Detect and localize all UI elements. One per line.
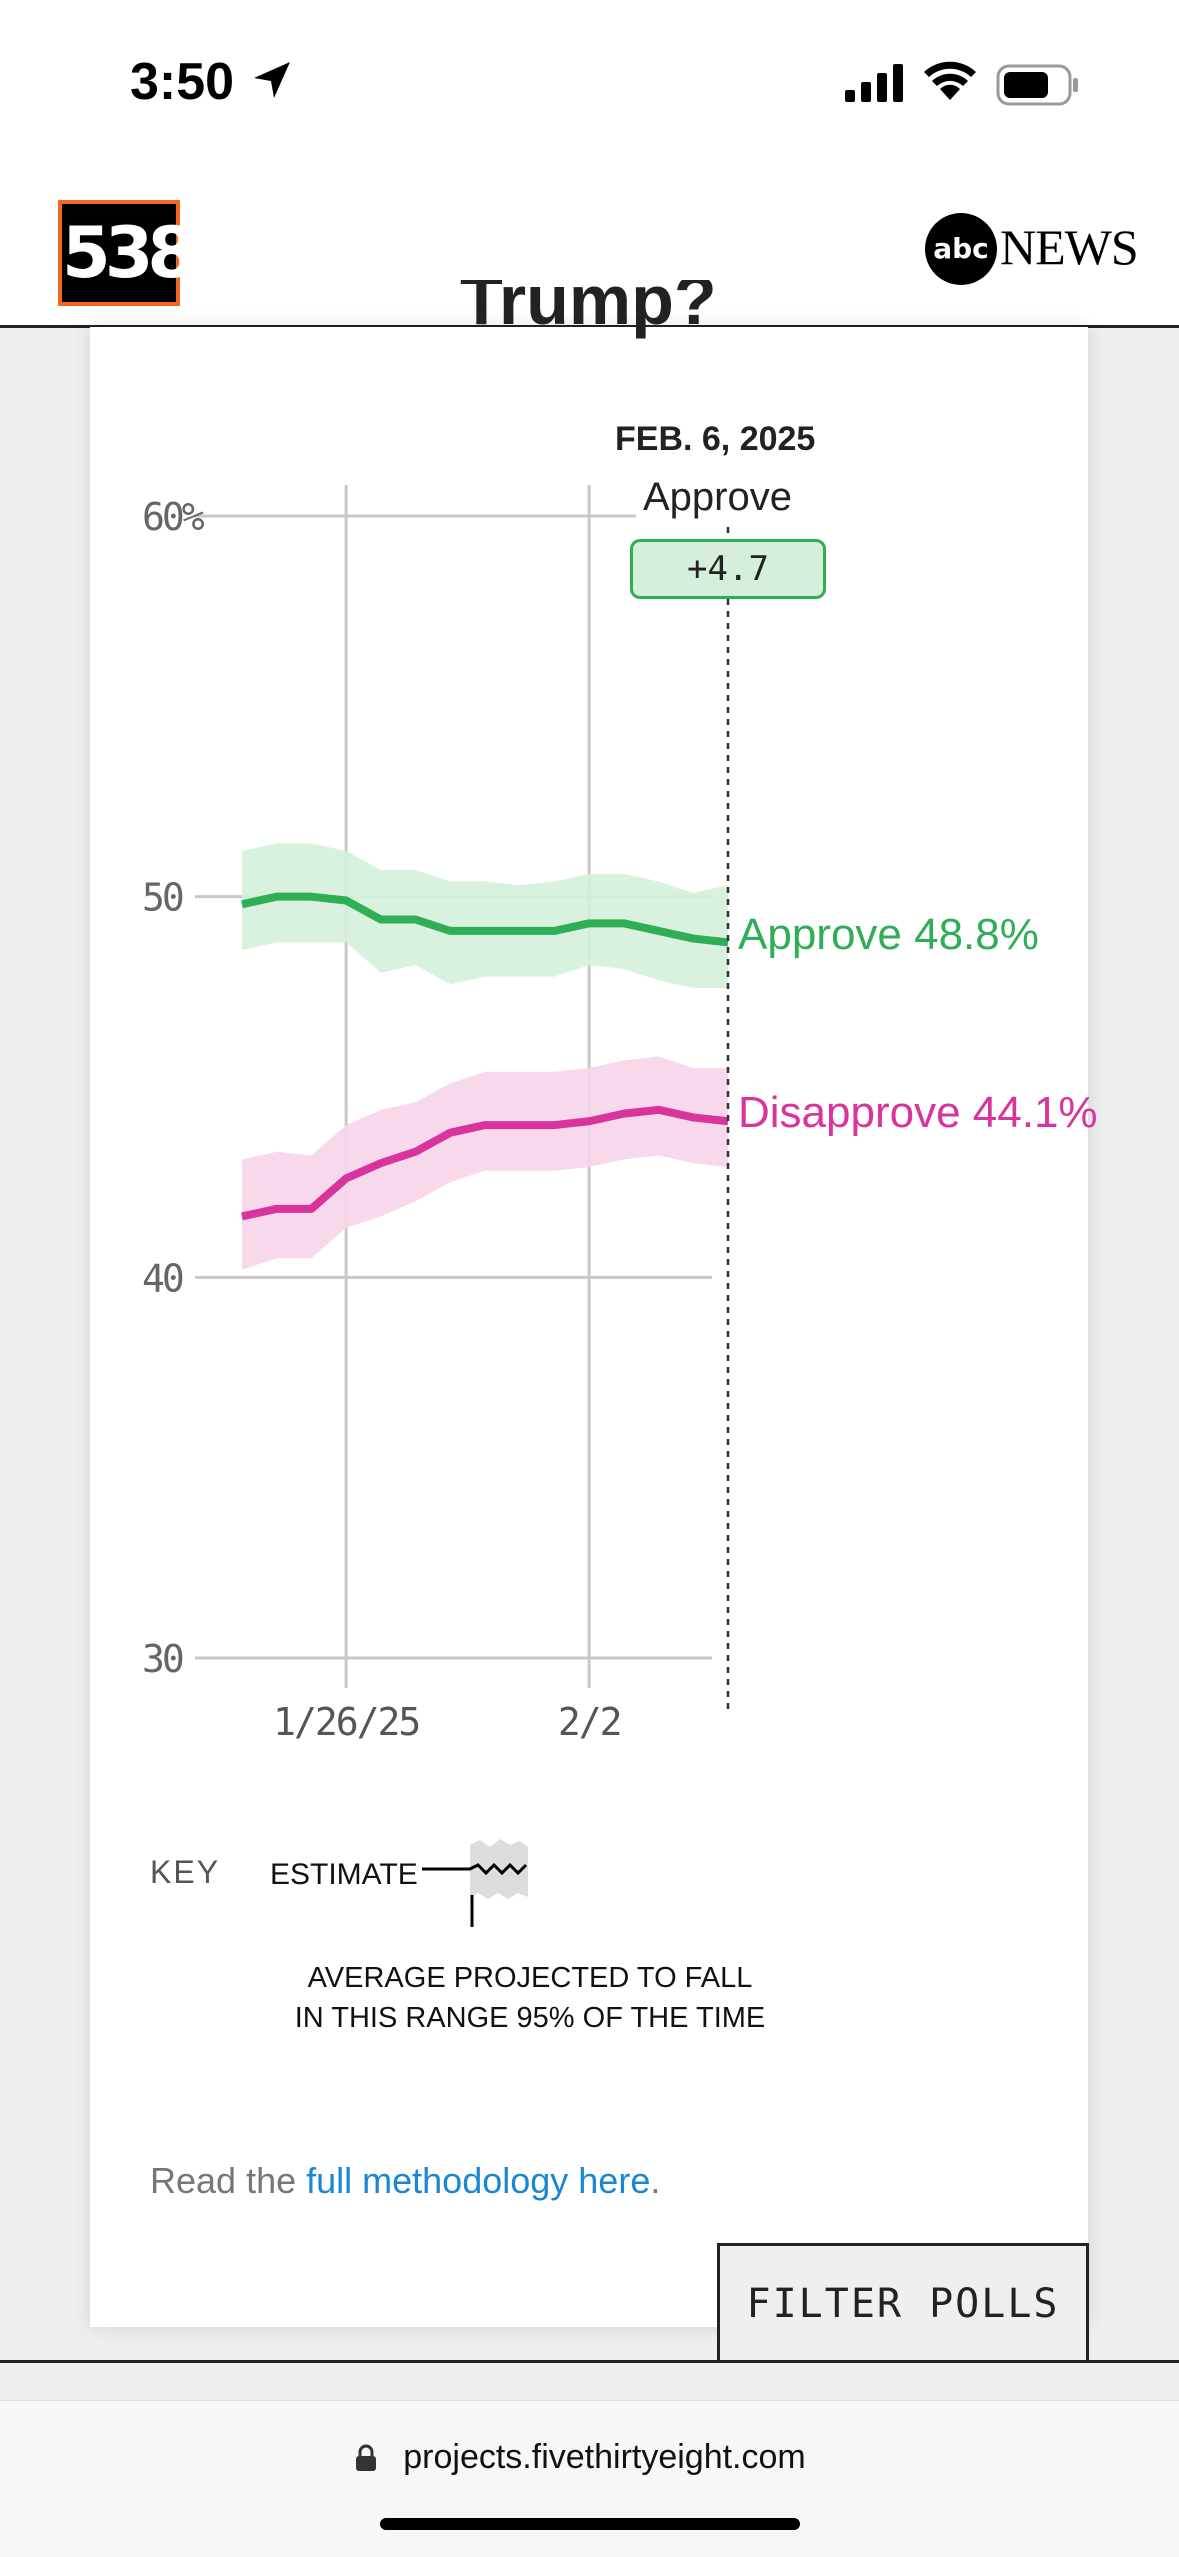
y-tick-label: 30 bbox=[142, 1637, 183, 1681]
approval-chart: 60% 50 40 30 1/26/25 2/2 bbox=[142, 485, 730, 1744]
approve-end-label: Approve 48.8% bbox=[738, 910, 1039, 959]
url-domain: projects.fivethirtyeight.com bbox=[403, 2438, 806, 2476]
disapprove-trend-line bbox=[241, 1105, 729, 1221]
y-tick-label: 60% bbox=[142, 495, 205, 539]
key-description: AVERAGE PROJECTED TO FALL IN THIS RANGE … bbox=[294, 1962, 766, 2034]
approve-confidence-band bbox=[242, 843, 728, 989]
approve-trend-line bbox=[241, 892, 729, 947]
fivethirtyeight-logo[interactable]: 538 bbox=[58, 200, 196, 306]
key-estimate-sample-icon bbox=[422, 1839, 528, 1927]
methodology-suffix: . bbox=[650, 2160, 661, 2201]
x-tick-label: 2/2 bbox=[558, 1700, 621, 1744]
disapprove-end-label: Disapprove 44.1% bbox=[738, 1088, 1098, 1137]
methodology-link[interactable]: full methodology here bbox=[306, 2160, 651, 2201]
lock-icon bbox=[356, 2444, 376, 2471]
y-tick-label: 40 bbox=[142, 1256, 183, 1300]
location-arrow-icon bbox=[254, 62, 290, 98]
chart-title-fragment: Trump? bbox=[460, 280, 717, 339]
cellular-signal-icon bbox=[845, 64, 903, 102]
hover-leader-label: Approve bbox=[643, 475, 792, 519]
methodology-prefix: Read the bbox=[150, 2160, 307, 2201]
x-tick-label: 1/26/25 bbox=[273, 1700, 419, 1744]
hover-date: FEB. 6, 2025 bbox=[615, 420, 816, 458]
home-indicator[interactable] bbox=[380, 2518, 800, 2530]
clock: 3:50 bbox=[130, 53, 235, 111]
url-text[interactable]: projects.fivethirtyeight.com bbox=[0, 2438, 1179, 2477]
battery-icon bbox=[996, 64, 1078, 106]
disapprove-confidence-band bbox=[242, 1056, 728, 1270]
abc-logo[interactable]: abc bbox=[925, 213, 997, 285]
filter-polls-button[interactable]: FILTER POLLS bbox=[717, 2243, 1089, 2363]
status-bar: 3:50 bbox=[0, 0, 1179, 180]
y-tick-label: 50 bbox=[142, 876, 183, 920]
methodology-note: Read the full methodology here. bbox=[150, 2160, 660, 2202]
wifi-icon bbox=[924, 61, 976, 100]
news-wordmark: NEWS bbox=[1000, 219, 1139, 275]
divider bbox=[0, 2360, 1179, 2363]
key-label: KEY bbox=[150, 1854, 221, 1890]
key-estimate-label: ESTIMATE bbox=[270, 1858, 418, 1891]
net-approval-badge: +4.7 bbox=[630, 539, 826, 599]
browser-url-bar[interactable] bbox=[0, 2400, 1179, 2557]
